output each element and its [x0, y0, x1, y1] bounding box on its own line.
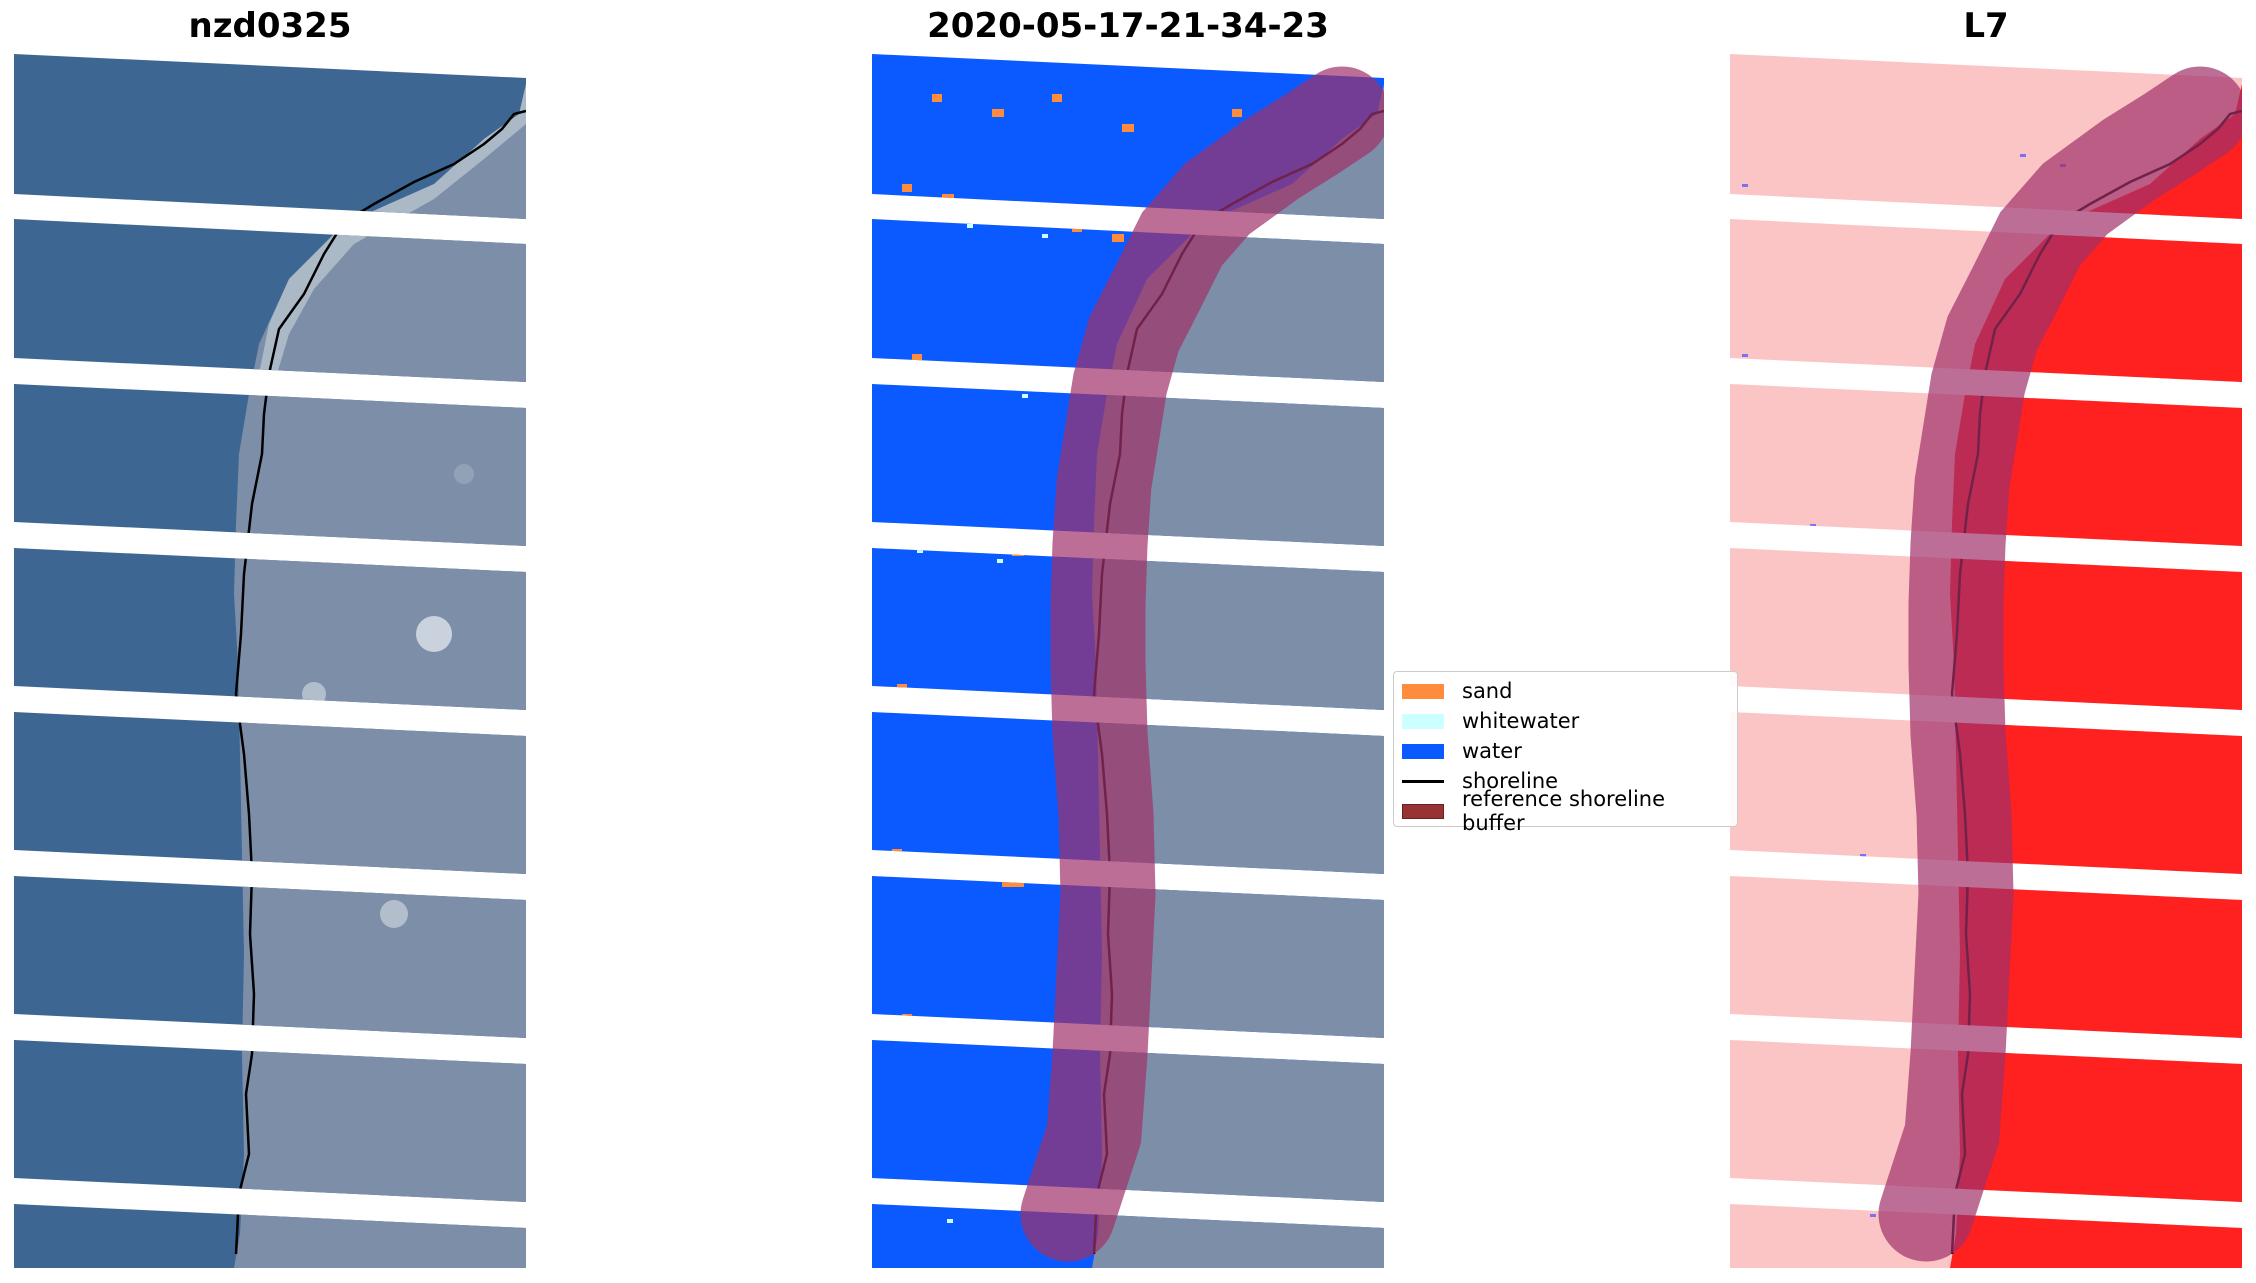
legend-label-water: water [1462, 739, 1522, 763]
classification-panel [872, 54, 1384, 1268]
buffer-swatch [1402, 803, 1444, 819]
rgb-image [14, 54, 526, 1268]
legend-item-water: water [1402, 736, 1729, 766]
water-swatch [1402, 743, 1444, 759]
legend-item-buffer: reference shoreline buffer [1402, 787, 1729, 835]
rgb-image-panel [14, 54, 526, 1268]
legend: sand whitewater water shoreline referenc… [1393, 671, 1738, 835]
legend-item-sand: sand [1402, 676, 1729, 706]
whitewater-swatch [1402, 713, 1444, 729]
panel-title-classification: 2020-05-17-21-34-23 [927, 6, 1329, 46]
legend-item-shoreline: shoreline [1402, 766, 1729, 796]
panel-title-index: L7 [1963, 6, 2009, 46]
index-image [1730, 54, 2242, 1268]
legend-label-buffer: reference shoreline buffer [1462, 787, 1666, 835]
reference-buffer [1878, 66, 2242, 1262]
shoreline-swatch [1402, 779, 1444, 783]
sand-swatch [1402, 683, 1444, 699]
legend-label-shoreline: shoreline [1462, 769, 1559, 793]
legend-item-whitewater: whitewater [1402, 706, 1729, 736]
legend-label-sand: sand [1462, 679, 1513, 703]
index-panel [1730, 54, 2242, 1268]
reference-buffer [1020, 66, 1384, 1262]
classification-image [872, 54, 1384, 1268]
panel-title-rgb: nzd0325 [188, 6, 352, 46]
legend-label-whitewater: whitewater [1462, 709, 1580, 733]
